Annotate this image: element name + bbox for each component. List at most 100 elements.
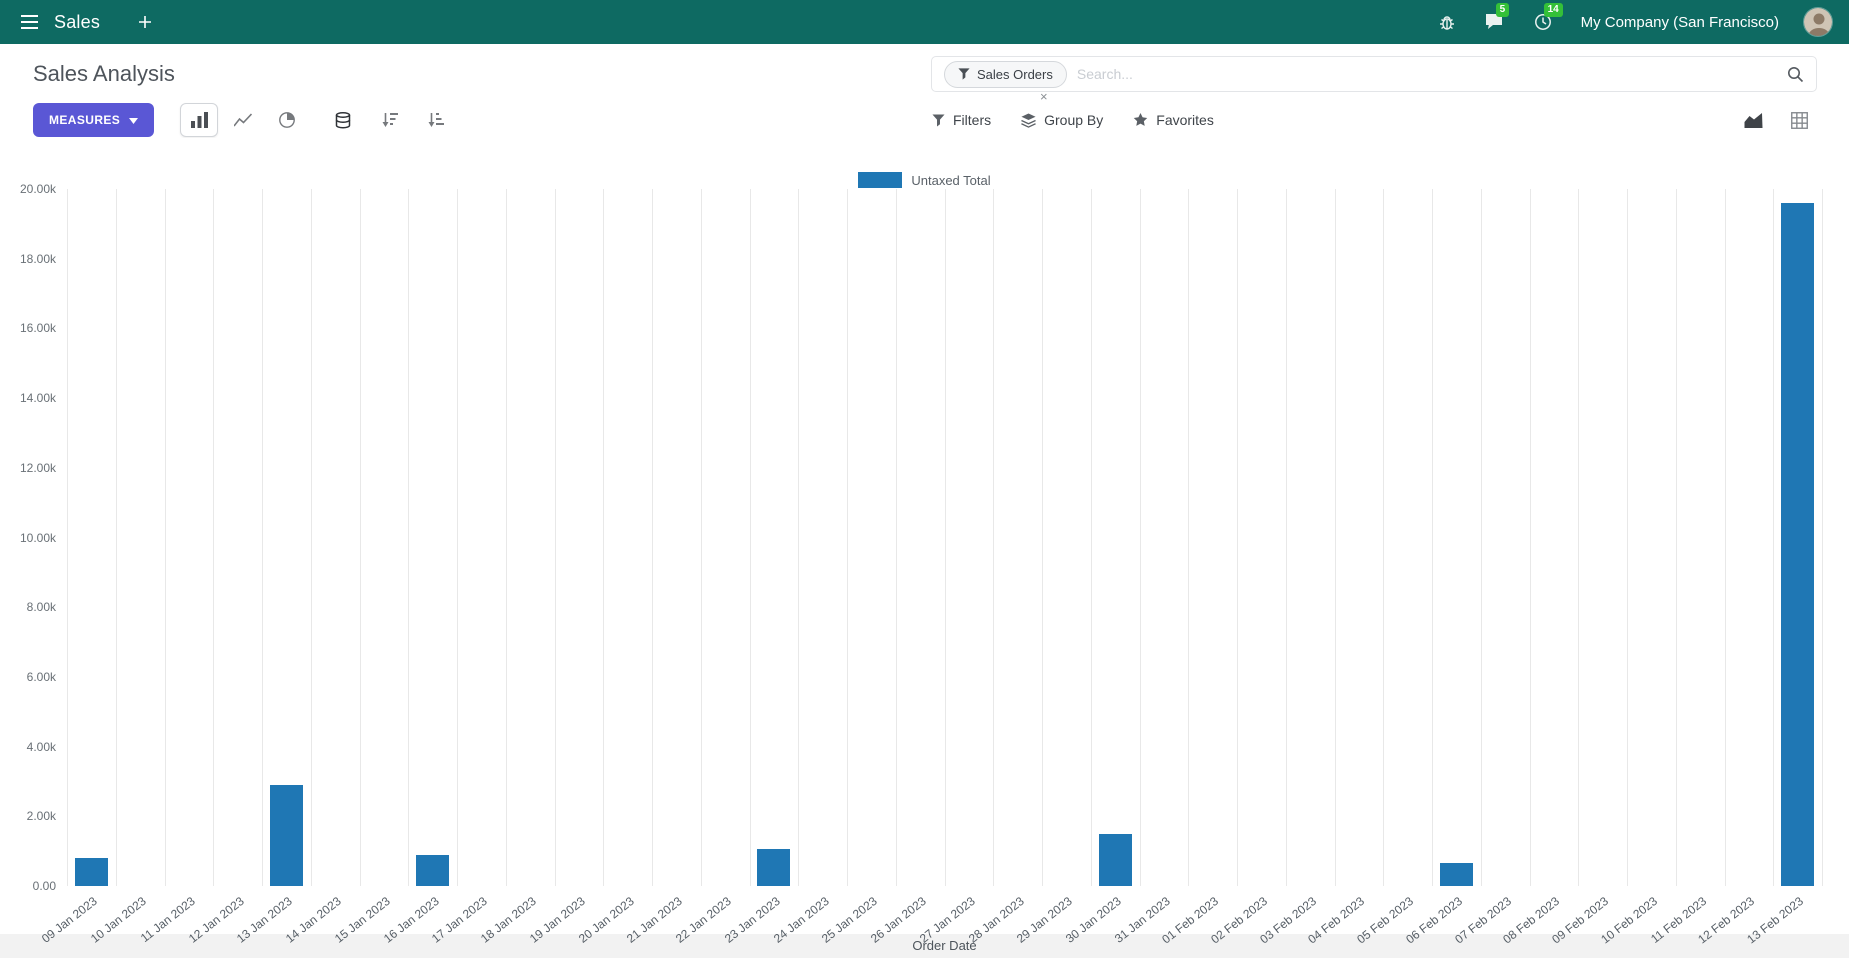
bar[interactable]: [1781, 202, 1815, 886]
legend-swatch: [858, 172, 903, 188]
y-axis-tick-label: 6.00k: [26, 669, 56, 684]
top-navbar: Sales 5 14 My Company (San Francisco): [0, 0, 1849, 44]
line-chart-type-button[interactable]: [224, 103, 262, 137]
favorites-button[interactable]: Favorites: [1133, 112, 1214, 128]
bar[interactable]: [269, 784, 303, 886]
grid-line: [1773, 189, 1775, 886]
debug-bug-icon[interactable]: [1435, 10, 1459, 34]
y-axis-tick-label: 20.00k: [19, 182, 56, 196]
user-avatar[interactable]: [1803, 7, 1833, 37]
grid-line: [1188, 189, 1190, 886]
bottom-scrollbar-track[interactable]: [0, 934, 1849, 958]
pie-chart-type-button[interactable]: [268, 103, 306, 137]
search-bar[interactable]: Sales Orders ×: [931, 56, 1817, 103]
grid-line: [262, 189, 263, 886]
grid-line: [749, 189, 751, 886]
bar[interactable]: [757, 849, 791, 886]
sort-ascending-button[interactable]: [416, 103, 454, 137]
grid-line: [603, 189, 605, 886]
grid-line: [1529, 189, 1531, 886]
grid-line: [1432, 189, 1433, 886]
filters-button[interactable]: Filters: [932, 112, 991, 128]
topbar-systray: 5 14 My Company (San Francisco): [1435, 3, 1833, 37]
y-axis-tick-label: 4.00k: [26, 739, 56, 754]
facet-close-icon[interactable]: ×: [1040, 89, 1048, 104]
bar[interactable]: [74, 858, 108, 886]
bar[interactable]: [1439, 863, 1473, 886]
x-axis-title: Order Date: [912, 938, 977, 953]
stacked-toggle-button[interactable]: [324, 103, 362, 137]
grid-line: [505, 189, 507, 886]
sort-buttons: [370, 103, 454, 137]
grid-line: [67, 189, 68, 886]
messages-icon[interactable]: 5: [1483, 3, 1510, 34]
grid-line: [895, 189, 897, 886]
y-axis-tick-label: 2.00k: [26, 809, 56, 824]
control-panel: Sales Analysis Sales Orders × MEASURES: [0, 44, 1849, 138]
favorites-label: Favorites: [1156, 112, 1214, 128]
bar[interactable]: [416, 854, 450, 886]
grid-line: [408, 189, 410, 886]
search-options: Filters Group By Favorites: [932, 102, 1214, 138]
graph-view-button[interactable]: [1737, 104, 1769, 136]
company-switcher[interactable]: My Company (San Francisco): [1580, 13, 1779, 31]
layers-icon: [1021, 112, 1036, 128]
measures-button[interactable]: MEASURES: [33, 103, 155, 137]
grid-line: [1822, 189, 1823, 886]
grid-line: [310, 189, 312, 886]
grid-line: [1578, 189, 1580, 886]
y-axis-tick-label: 12.00k: [19, 460, 56, 475]
filter-funnel-icon: [958, 68, 970, 80]
graph-view-chart: Untaxed Total Order Date 0.00 2.00k 4.00k 6…: [0, 138, 1849, 958]
grid-line: [1724, 189, 1726, 886]
activities-badge: 14: [1543, 3, 1563, 17]
chart-legend[interactable]: Untaxed Total: [0, 172, 1849, 188]
filters-label: Filters: [953, 112, 992, 128]
y-axis-tick-label: 10.00k: [19, 530, 56, 545]
app-name[interactable]: Sales: [54, 11, 101, 32]
search-icon[interactable]: [1787, 66, 1804, 83]
filters-funnel-icon: [932, 113, 945, 127]
y-axis-tick-label: 8.00k: [26, 600, 56, 615]
grid-line: [700, 189, 702, 886]
bar-chart-type-button[interactable]: [180, 103, 219, 137]
pivot-view-button[interactable]: [1783, 104, 1815, 136]
grid-line: [1042, 189, 1043, 886]
messages-badge: 5: [1495, 3, 1510, 17]
apps-menu-icon[interactable]: [16, 9, 42, 35]
caret-down-icon: [129, 113, 139, 127]
page-title: Sales Analysis: [33, 61, 175, 86]
grid-line: [359, 189, 361, 886]
group-by-label: Group By: [1044, 112, 1104, 128]
grid-line: [1090, 189, 1092, 886]
sort-descending-button[interactable]: [370, 103, 408, 137]
grid-line: [1480, 189, 1482, 886]
grid-line: [652, 189, 653, 886]
grid-line: [1139, 189, 1141, 886]
plus-icon[interactable]: [134, 11, 156, 33]
grid-line: [115, 189, 117, 886]
view-switcher: [1737, 102, 1815, 138]
bar[interactable]: [1098, 833, 1132, 886]
grid-line: [1237, 189, 1238, 886]
search-facet-sales-orders[interactable]: Sales Orders: [944, 60, 1067, 88]
y-axis-tick-label: 18.00k: [19, 251, 56, 266]
grid-line: [213, 189, 215, 886]
grid-line: [1627, 189, 1628, 886]
group-by-button[interactable]: Group By: [1021, 112, 1103, 128]
grid-line: [1383, 189, 1385, 886]
search-input[interactable]: [1076, 66, 1777, 82]
y-axis-tick-label: 0.00: [32, 879, 56, 893]
grid-line: [1334, 189, 1336, 886]
grid-line: [554, 189, 556, 886]
star-icon: [1133, 113, 1148, 127]
activities-clock-icon[interactable]: 14: [1531, 3, 1563, 34]
grid-line: [993, 189, 995, 886]
grid-line: [1285, 189, 1287, 886]
grid-line: [1675, 189, 1677, 886]
grid-line: [944, 189, 946, 886]
grid-line: [798, 189, 800, 886]
y-axis-tick-label: 14.00k: [19, 391, 56, 406]
grid-line: [164, 189, 166, 886]
y-axis-tick-label: 16.00k: [19, 321, 56, 336]
